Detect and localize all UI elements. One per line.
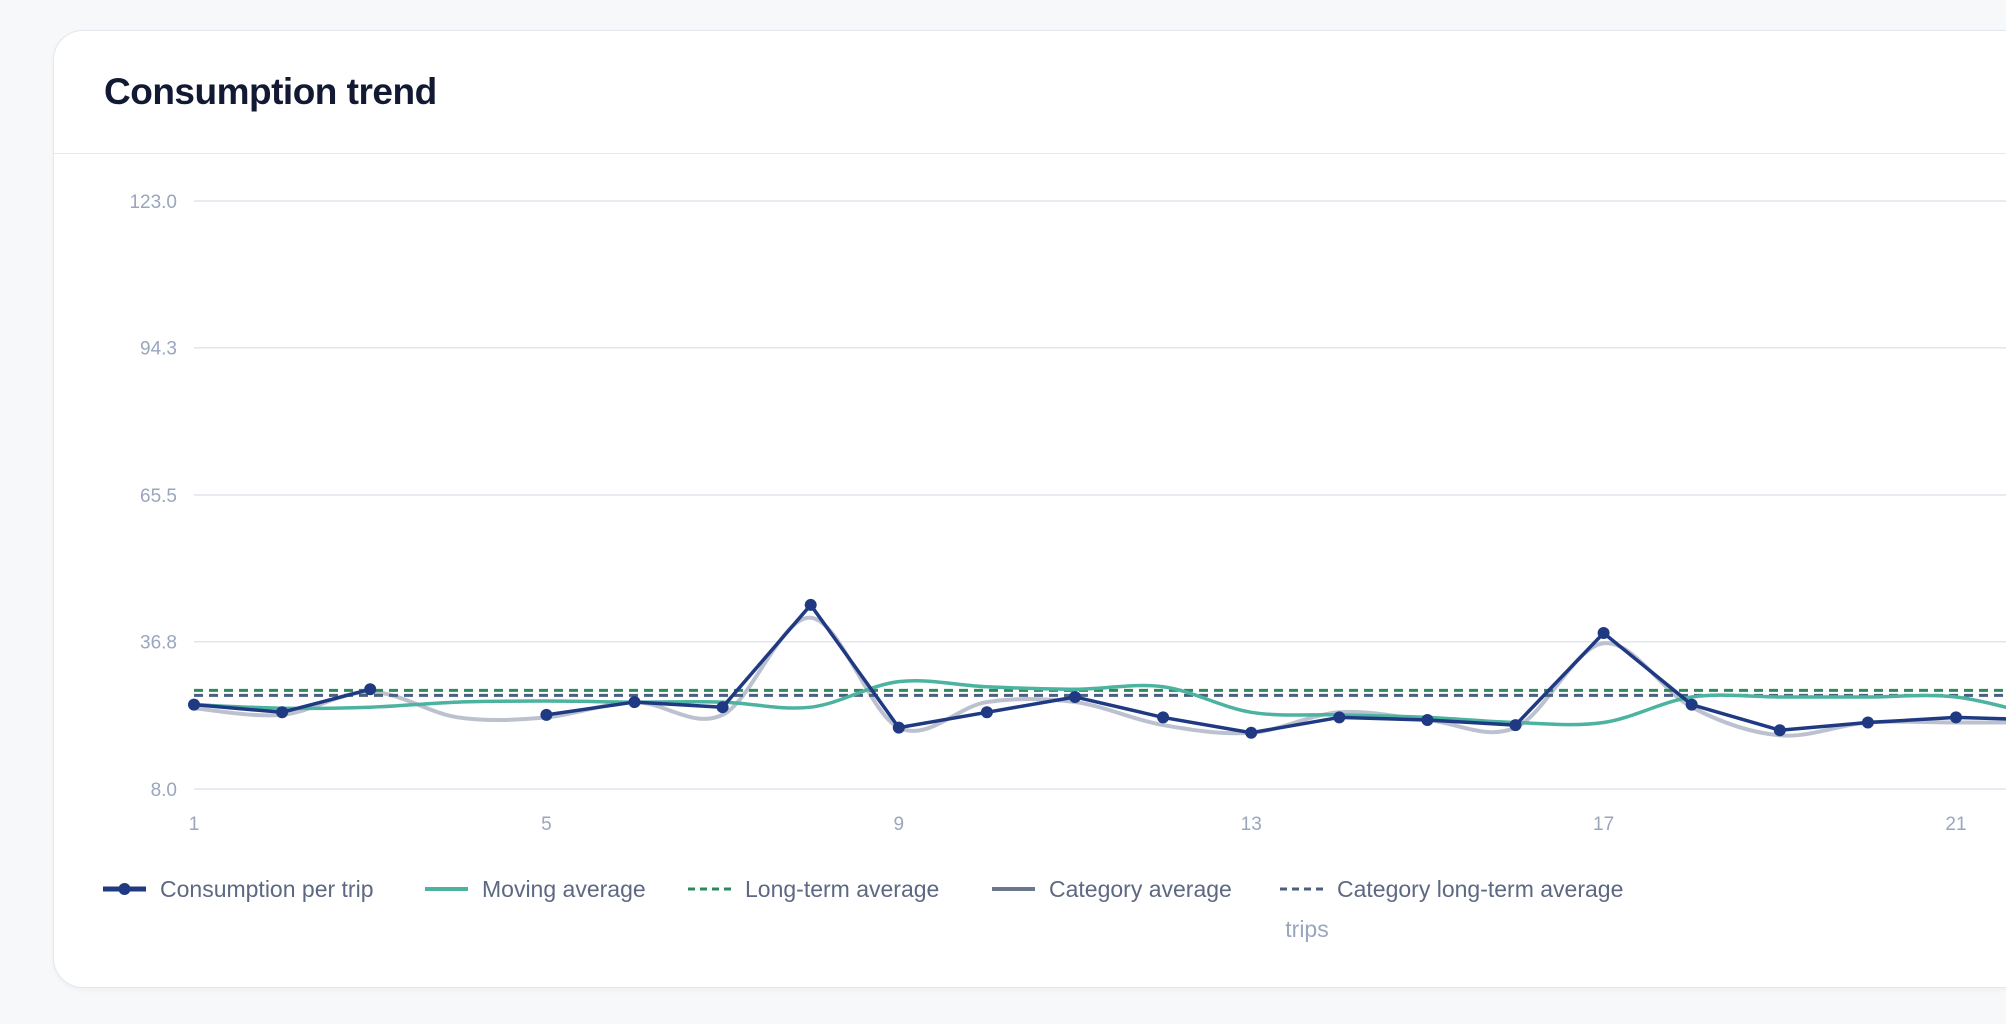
consumption-data-point bbox=[1685, 698, 1698, 711]
legend-label: Category long-term average bbox=[1337, 876, 1623, 902]
card-title: Consumption trend bbox=[104, 71, 437, 112]
consumption-data-point bbox=[1421, 713, 1434, 726]
x-tick-label: 13 bbox=[1241, 814, 1262, 835]
consumption-data-point bbox=[980, 706, 993, 719]
consumption-data-point bbox=[1069, 690, 1081, 703]
consumption-data-point bbox=[628, 696, 641, 709]
y-tick-label: 8.0 bbox=[151, 780, 177, 801]
series-category-average-line bbox=[193, 615, 2006, 738]
legend-marker bbox=[118, 883, 131, 895]
consumption-data-point bbox=[1597, 627, 1610, 640]
consumption-data-point bbox=[716, 701, 729, 714]
consumption-data-point bbox=[1861, 716, 1874, 729]
consumption-data-point bbox=[1773, 724, 1786, 737]
y-tick-label: 65.5 bbox=[140, 486, 177, 507]
legend-label: Moving average bbox=[482, 876, 646, 902]
consumption-data-point bbox=[540, 708, 553, 721]
legend-label: Category average bbox=[1049, 876, 1232, 902]
consumption-data-point bbox=[188, 698, 200, 711]
consumption-data-point bbox=[1333, 711, 1346, 724]
consumption-data-point bbox=[1157, 711, 1170, 724]
consumption-data-point bbox=[276, 706, 289, 719]
y-tick-label: 36.8 bbox=[140, 633, 177, 654]
x-tick-label: 5 bbox=[541, 814, 552, 835]
legend-label: Long-term average bbox=[745, 876, 939, 902]
consumption-data-point bbox=[892, 721, 905, 734]
x-tick-label: 1 bbox=[189, 814, 200, 835]
x-tick-label: 9 bbox=[894, 814, 905, 835]
series-moving-average-line bbox=[193, 678, 2006, 727]
consumption-data-point bbox=[804, 598, 817, 611]
consumption-data-point bbox=[1245, 726, 1258, 739]
consumption-data-point bbox=[364, 683, 377, 696]
x-tick-label: 21 bbox=[1945, 814, 1966, 835]
y-tick-label: 94.3 bbox=[140, 339, 177, 360]
x-tick-label: 17 bbox=[1593, 814, 1614, 835]
series-consumption-per-trip-line bbox=[546, 603, 2006, 735]
legend-label: Consumption per trip bbox=[160, 876, 374, 902]
consumption-trend-card: Consumption trend bbox=[53, 30, 2006, 988]
x-axis-title: trips bbox=[1285, 916, 1328, 942]
consumption-data-point bbox=[1950, 711, 1962, 724]
y-tick-label: 123.0 bbox=[129, 192, 177, 213]
card-header: Consumption trend bbox=[54, 31, 2006, 154]
consumption-data-point bbox=[1509, 719, 1522, 732]
